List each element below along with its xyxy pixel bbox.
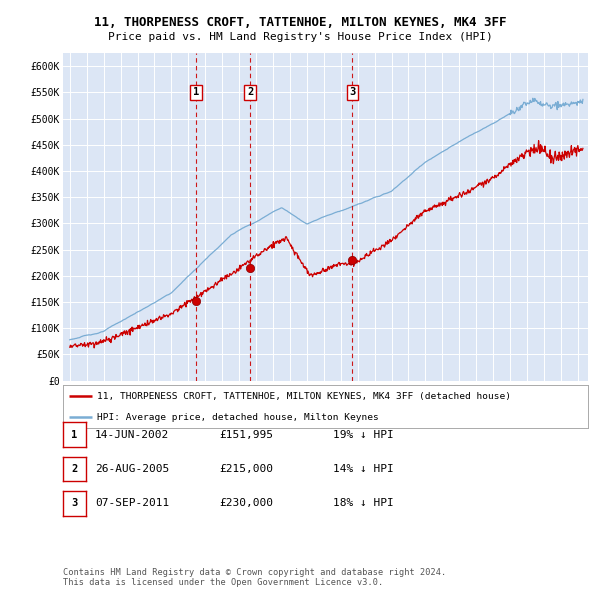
Text: 2: 2 xyxy=(247,87,253,97)
Text: £230,000: £230,000 xyxy=(219,499,273,508)
Text: 11, THORPENESS CROFT, TATTENHOE, MILTON KEYNES, MK4 3FF: 11, THORPENESS CROFT, TATTENHOE, MILTON … xyxy=(94,16,506,29)
Text: 1: 1 xyxy=(71,430,77,440)
Text: Price paid vs. HM Land Registry's House Price Index (HPI): Price paid vs. HM Land Registry's House … xyxy=(107,32,493,41)
Text: 07-SEP-2011: 07-SEP-2011 xyxy=(95,499,169,508)
Text: 1: 1 xyxy=(193,87,199,97)
Text: Contains HM Land Registry data © Crown copyright and database right 2024.
This d: Contains HM Land Registry data © Crown c… xyxy=(63,568,446,587)
Text: HPI: Average price, detached house, Milton Keynes: HPI: Average price, detached house, Milt… xyxy=(97,413,379,422)
Text: 14-JUN-2002: 14-JUN-2002 xyxy=(95,430,169,440)
Text: £215,000: £215,000 xyxy=(219,464,273,474)
Text: 3: 3 xyxy=(71,499,77,508)
Text: 19% ↓ HPI: 19% ↓ HPI xyxy=(333,430,394,440)
Text: 26-AUG-2005: 26-AUG-2005 xyxy=(95,464,169,474)
Text: 18% ↓ HPI: 18% ↓ HPI xyxy=(333,499,394,508)
Text: 3: 3 xyxy=(349,87,355,97)
Text: 11, THORPENESS CROFT, TATTENHOE, MILTON KEYNES, MK4 3FF (detached house): 11, THORPENESS CROFT, TATTENHOE, MILTON … xyxy=(97,392,511,401)
Text: 14% ↓ HPI: 14% ↓ HPI xyxy=(333,464,394,474)
Text: £151,995: £151,995 xyxy=(219,430,273,440)
Text: 2: 2 xyxy=(71,464,77,474)
